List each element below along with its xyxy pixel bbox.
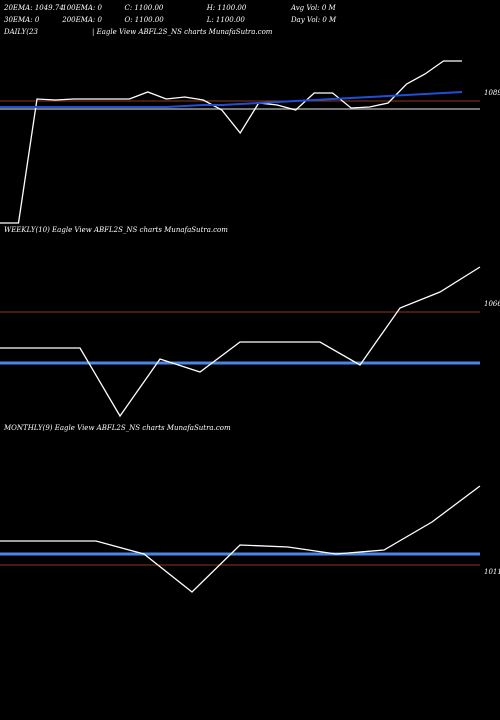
weekly-chart-title: WEEKLY(10) Eagle View ABFL2S_NS charts M… xyxy=(4,226,228,234)
daily-price-line xyxy=(0,60,462,224)
ema30-value: 30EMA: 0 xyxy=(4,16,40,24)
day-vol-value: Day Vol: 0 M xyxy=(290,16,337,24)
daily-ema-line xyxy=(0,91,463,108)
weekly-level-label: 1066 xyxy=(484,300,500,308)
daily-tag: DAILY(23 xyxy=(4,28,38,36)
daily-chart-title: | Eagle View ABFL2S_NS charts MunafaSutr… xyxy=(92,28,273,36)
monthly-price-line xyxy=(0,485,481,593)
monthly-level-label: 1011 xyxy=(484,568,500,576)
indicator-header: 20EMA: 1049.74 100EMA: 0 C: 1100.00 H: 1… xyxy=(4,2,336,26)
high-value: H: 1100.00 xyxy=(206,4,247,12)
ema200-value: 200EMA: 0 xyxy=(62,16,102,24)
indicator-row-1: 20EMA: 1049.74 100EMA: 0 C: 1100.00 H: 1… xyxy=(4,2,336,14)
weekly-price-line xyxy=(0,266,481,418)
monthly-chart-title: MONTHLY(9) Eagle View ABFL2S_NS charts M… xyxy=(4,424,231,432)
ema100-value: 100EMA: 0 xyxy=(62,4,102,12)
indicator-row-2: 30EMA: 0 200EMA: 0 O: 1100.00 L: 1100.00… xyxy=(4,14,336,26)
close-value: C: 1100.00 xyxy=(124,4,164,12)
daily-level-label: 1089 xyxy=(484,89,500,97)
avg-vol-value: Avg Vol: 0 M xyxy=(290,4,336,12)
ema20-value: 20EMA: 1049.74 xyxy=(4,4,64,12)
open-value: O: 1100.00 xyxy=(124,16,164,24)
low-value: L: 1100.00 xyxy=(206,16,245,24)
